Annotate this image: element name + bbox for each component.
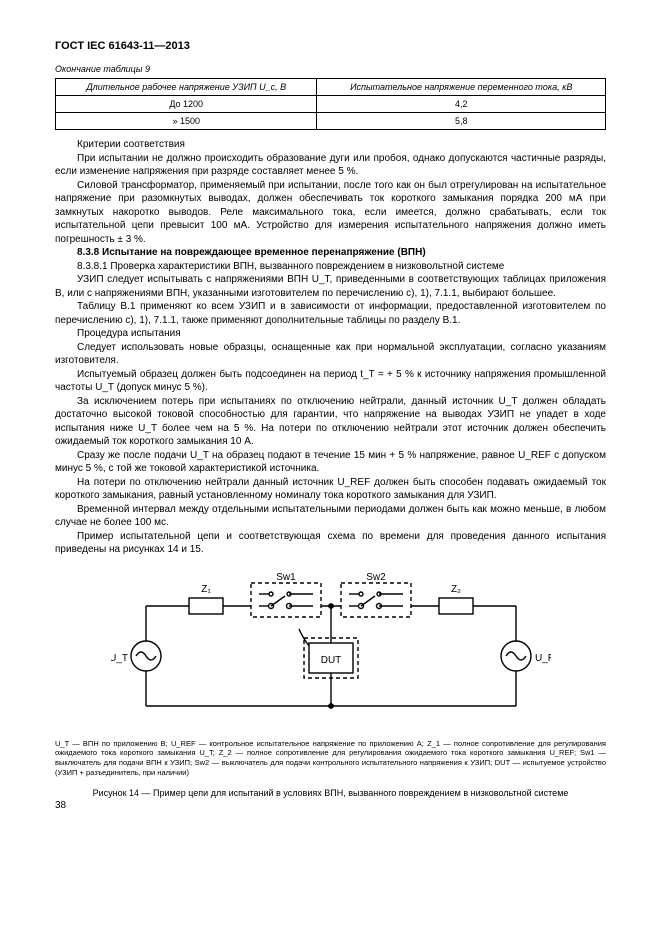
- para: Следует использовать новые образцы, осна…: [55, 341, 606, 368]
- doc-header: ГОСТ IEC 61643-11—2013: [55, 40, 606, 52]
- data-table: Длительное рабочее напряжение УЗИП U_c, …: [55, 78, 606, 130]
- circuit-figure: U_T Z₁ Sw1 Sw2 Z₂ U_REF DUT: [55, 571, 606, 731]
- col-header: Испытательное напряжение переменного ток…: [317, 79, 606, 96]
- figure-caption: Рисунок 14 — Пример цепи для испытаний в…: [55, 788, 606, 798]
- para: За исключением потерь при испытаниях по …: [55, 395, 606, 449]
- para: На потери по отключению нейтрали данный …: [55, 476, 606, 503]
- table-header-row: Длительное рабочее напряжение УЗИП U_c, …: [56, 79, 606, 96]
- table-caption: Окончание таблицы 9: [55, 64, 606, 74]
- para: 8.3.8.1 Проверка характеристики ВПН, выз…: [55, 260, 606, 274]
- table-cell: 4,2: [317, 96, 606, 113]
- para: 8.3.8 Испытание на повреждающее временно…: [55, 246, 606, 260]
- para: УЗИП следует испытывать с напряжениями В…: [55, 273, 606, 300]
- para: Критерии соответствия: [55, 138, 606, 152]
- table-cell: » 1500: [56, 113, 317, 130]
- table-cell: До 1200: [56, 96, 317, 113]
- para: Пример испытательной цепи и соответствую…: [55, 530, 606, 557]
- para: Испытуемый образец должен быть подсоедин…: [55, 368, 606, 395]
- svg-text:Sw2: Sw2: [366, 572, 386, 583]
- para: Таблицу В.1 применяют ко всем УЗИП и в з…: [55, 300, 606, 327]
- body-text: Критерии соответствия При испытании не д…: [55, 138, 606, 557]
- para: Временной интервал между отдельными испы…: [55, 503, 606, 530]
- para: Силовой трансформатор, применяемый при и…: [55, 179, 606, 247]
- svg-text:DUT: DUT: [320, 655, 341, 666]
- svg-text:U_REF: U_REF: [535, 653, 551, 664]
- svg-text:Sw1: Sw1: [276, 572, 296, 583]
- para: Сразу же после подачи U_T на образец под…: [55, 449, 606, 476]
- svg-text:Z₁: Z₁: [201, 584, 211, 595]
- table-cell: 5,8: [317, 113, 606, 130]
- para: Процедура испытания: [55, 327, 606, 341]
- svg-text:U_T: U_T: [111, 653, 128, 664]
- page-number: 38: [55, 800, 606, 811]
- table-row: » 1500 5,8: [56, 113, 606, 130]
- col-header: Длительное рабочее напряжение УЗИП U_c, …: [56, 79, 317, 96]
- figure-footnote: U_T — ВПН по приложению B; U_REF — контр…: [55, 739, 606, 778]
- svg-text:Z₂: Z₂: [451, 584, 461, 595]
- para: При испытании не должно происходить обра…: [55, 152, 606, 179]
- table-row: До 1200 4,2: [56, 96, 606, 113]
